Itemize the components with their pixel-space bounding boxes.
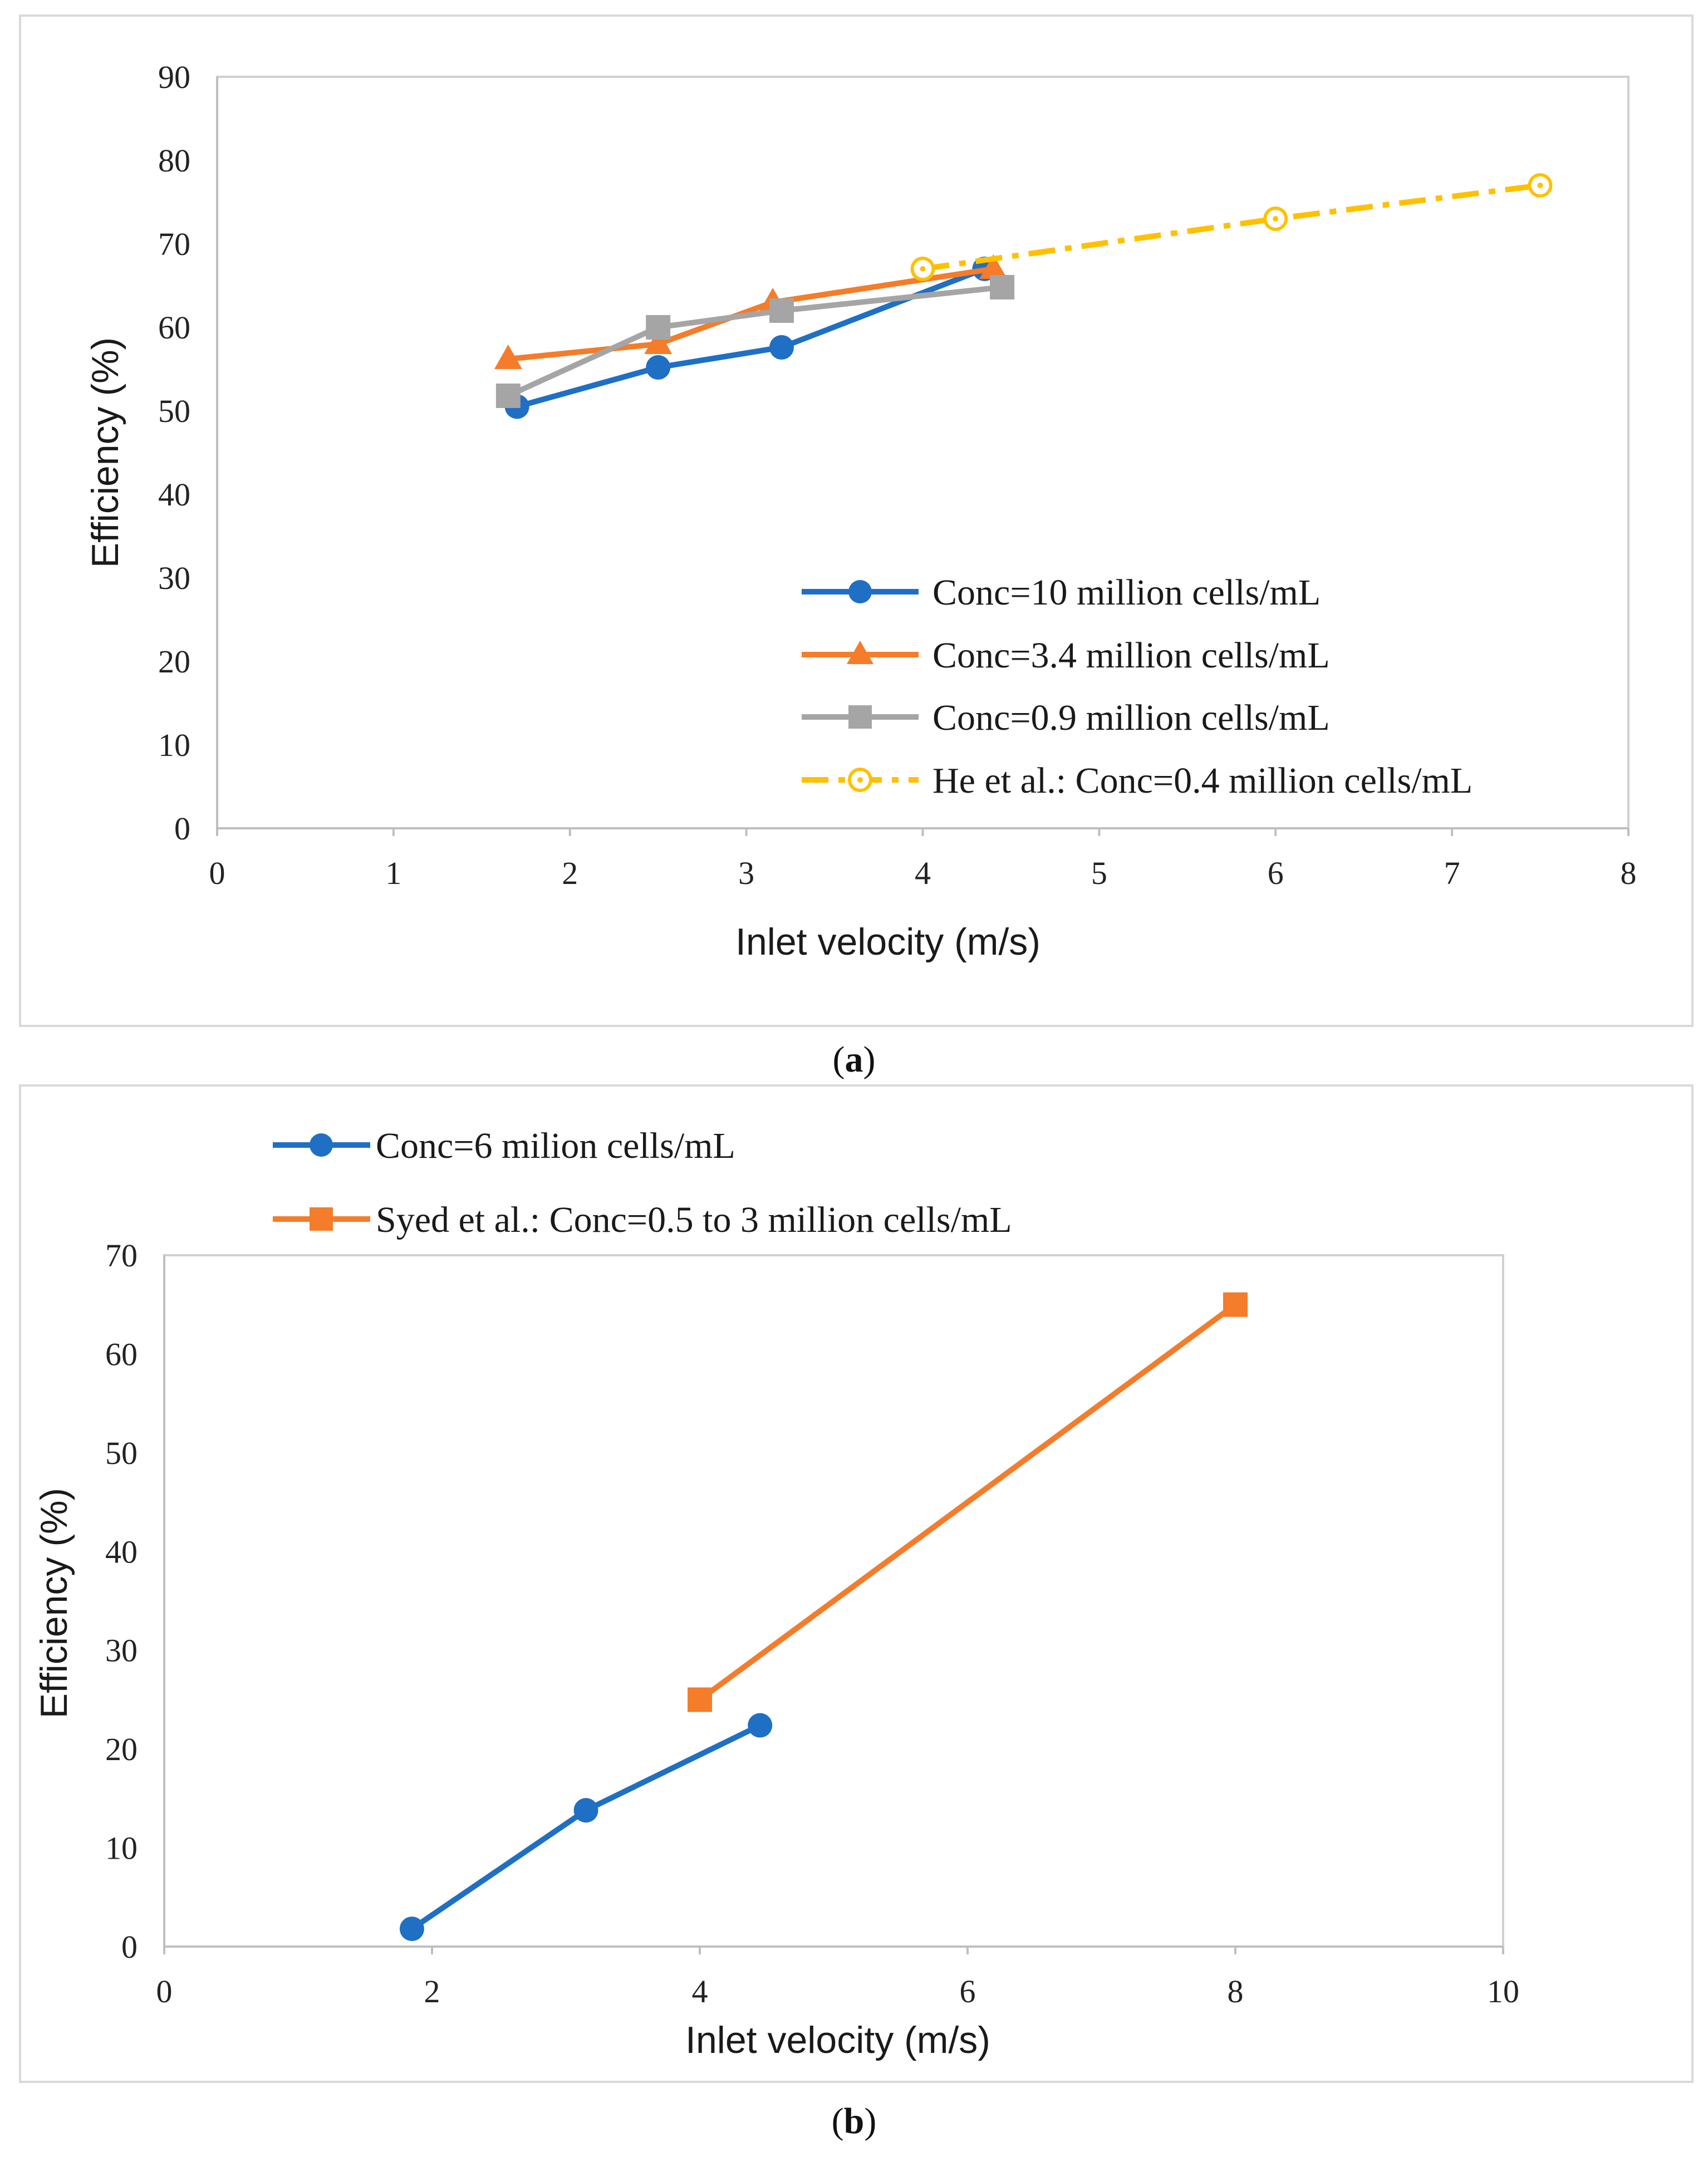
legend-label-conc-3-4: Conc=3.4 million cells/mL bbox=[932, 635, 1330, 676]
legend-marker-triangle bbox=[847, 641, 873, 664]
legend-item-conc-3-4: Conc=3.4 million cells/mL bbox=[802, 635, 1330, 676]
panel-a-x-ticks: 0 1 2 3 4 5 6 7 8 bbox=[209, 828, 1637, 891]
y-tick-label: 40 bbox=[158, 476, 190, 513]
data-point bbox=[646, 315, 671, 340]
y-tick-label: 10 bbox=[105, 1830, 138, 1866]
x-tick-label: 1 bbox=[385, 855, 401, 891]
y-tick-label: 60 bbox=[105, 1336, 138, 1372]
series-line-conc-3-4-million-cells-ml bbox=[505, 266, 997, 362]
data-point-dot bbox=[1273, 216, 1279, 222]
legend-marker-open-circle-dot bbox=[857, 777, 863, 783]
y-tick-label: 50 bbox=[105, 1435, 138, 1471]
panel-b-x-axis-title: Inlet velocity (m/s) bbox=[685, 2019, 990, 2061]
x-tick-label: 8 bbox=[1621, 855, 1637, 891]
x-tick-label: 4 bbox=[915, 855, 931, 891]
data-point bbox=[644, 330, 673, 354]
legend-item-syed-et-al: Syed et al.: Conc=0.5 to 3 million cells… bbox=[273, 1200, 1012, 1240]
series-line-syed-et-al-conc-0-5-to-3-million-cells-ml bbox=[697, 1301, 1238, 1703]
y-tick-label: 40 bbox=[105, 1534, 138, 1570]
panel-a-x-axis-title: Inlet velocity (m/s) bbox=[735, 921, 1040, 963]
series-line-conc-10-million-cells-ml bbox=[514, 266, 988, 410]
data-point bbox=[573, 1798, 598, 1823]
data-point bbox=[748, 1713, 773, 1738]
data-point bbox=[769, 298, 794, 323]
x-tick-label: 2 bbox=[562, 855, 578, 891]
legend-label-syed-et-al: Syed et al.: Conc=0.5 to 3 million cells… bbox=[376, 1200, 1012, 1240]
data-point-dot bbox=[920, 266, 926, 272]
legend-item-he-et-al: He et al.: Conc=0.4 million cells/mL bbox=[802, 760, 1473, 801]
x-tick-label: 8 bbox=[1228, 1973, 1244, 2009]
panel-a-y-ticks: 0 10 20 30 40 50 60 70 80 90 bbox=[158, 59, 190, 847]
series-conc-6-milion-cells-ml bbox=[399, 1713, 773, 1942]
legend-item-conc-10: Conc=10 million cells/mL bbox=[802, 572, 1321, 613]
y-tick-label: 20 bbox=[105, 1731, 138, 1767]
y-tick-label: 90 bbox=[158, 59, 190, 95]
x-tick-label: 6 bbox=[960, 1973, 976, 2009]
data-point bbox=[769, 335, 794, 360]
x-tick-label: 5 bbox=[1091, 855, 1107, 891]
data-point bbox=[1223, 1292, 1248, 1317]
panel-a: 0 10 20 30 40 50 60 70 80 90 0 1 2 3 4 5 6 7 8 Inlet velo… bbox=[19, 14, 1694, 1080]
y-tick-label: 10 bbox=[158, 727, 190, 763]
series-line-conc-0-9-million-cells-ml bbox=[505, 284, 1005, 399]
panel-a-y-axis-title: Efficiency (%) bbox=[84, 337, 126, 568]
data-point bbox=[494, 345, 522, 369]
legend-label-he-et-al: He et al.: Conc=0.4 million cells/mL bbox=[932, 760, 1473, 801]
legend-marker-circle bbox=[848, 580, 872, 603]
x-tick-label: 4 bbox=[692, 1973, 708, 2009]
panel-b-y-ticks: 0 10 20 30 40 50 60 70 bbox=[105, 1237, 138, 1965]
panel-b-x-ticks: 0 2 4 6 8 10 bbox=[156, 1947, 1519, 2009]
panel-a-legend: Conc=10 million cells/mL Conc=3.4 millio… bbox=[802, 572, 1473, 801]
legend-marker-square bbox=[848, 705, 872, 729]
series-he-et-al-conc-0-4-million-cells-ml bbox=[910, 173, 1553, 281]
x-tick-label: 0 bbox=[156, 1973, 173, 2009]
x-tick-label: 7 bbox=[1444, 855, 1460, 891]
data-point bbox=[495, 384, 521, 408]
series-line-he-et-al-conc-0-4-million-cells-ml bbox=[922, 183, 1541, 272]
series-conc-0-9-million-cells-ml bbox=[495, 275, 1015, 408]
x-tick-label: 6 bbox=[1268, 855, 1284, 891]
legend-item-conc-0-9: Conc=0.9 million cells/mL bbox=[802, 697, 1330, 738]
panel-a-caption: (a) bbox=[833, 1039, 876, 1080]
y-tick-label: 70 bbox=[158, 226, 190, 262]
x-tick-label: 3 bbox=[738, 855, 754, 891]
legend-label-conc-10: Conc=10 million cells/mL bbox=[932, 572, 1321, 613]
y-tick-label: 70 bbox=[105, 1237, 138, 1274]
panel-b-y-axis-title: Efficiency (%) bbox=[33, 1488, 75, 1718]
x-tick-label: 0 bbox=[209, 855, 225, 891]
panel-a-frame bbox=[19, 14, 1694, 1027]
data-point-dot bbox=[1537, 183, 1543, 188]
series-syed-et-al-conc-0-5-to-3-million-cells-ml bbox=[688, 1292, 1248, 1712]
x-tick-label: 10 bbox=[1487, 1973, 1519, 2009]
data-point bbox=[399, 1917, 424, 1942]
data-point bbox=[688, 1687, 712, 1712]
legend-marker-square bbox=[310, 1207, 333, 1231]
data-point bbox=[979, 254, 1008, 279]
y-tick-label: 80 bbox=[158, 143, 190, 179]
y-tick-label: 0 bbox=[174, 810, 190, 847]
panel-b-legend: Conc=6 milion cells/mL Syed et al.: Conc… bbox=[273, 1126, 1012, 1240]
panel-b-series bbox=[399, 1292, 1248, 1942]
y-tick-label: 20 bbox=[158, 643, 190, 680]
panel-b: 0 10 20 30 40 50 60 70 0 2 4 6 8 10 Inlet velocity (… bbox=[19, 1084, 1694, 2141]
y-tick-label: 50 bbox=[158, 393, 190, 429]
x-tick-label: 2 bbox=[424, 1973, 440, 2009]
legend-label-conc-0-9: Conc=0.9 million cells/mL bbox=[932, 697, 1330, 738]
y-tick-label: 30 bbox=[105, 1633, 138, 1669]
legend-item-conc-6: Conc=6 milion cells/mL bbox=[273, 1126, 735, 1166]
data-point bbox=[646, 355, 671, 380]
y-tick-label: 30 bbox=[158, 560, 190, 596]
y-tick-label: 0 bbox=[121, 1929, 138, 1965]
panel-a-series bbox=[494, 173, 1553, 419]
legend-label-conc-6: Conc=6 milion cells/mL bbox=[376, 1126, 735, 1166]
y-tick-label: 60 bbox=[158, 309, 190, 346]
panel-b-caption: (b) bbox=[832, 2101, 877, 2141]
data-point bbox=[990, 275, 1015, 299]
legend-marker-circle bbox=[310, 1133, 333, 1157]
